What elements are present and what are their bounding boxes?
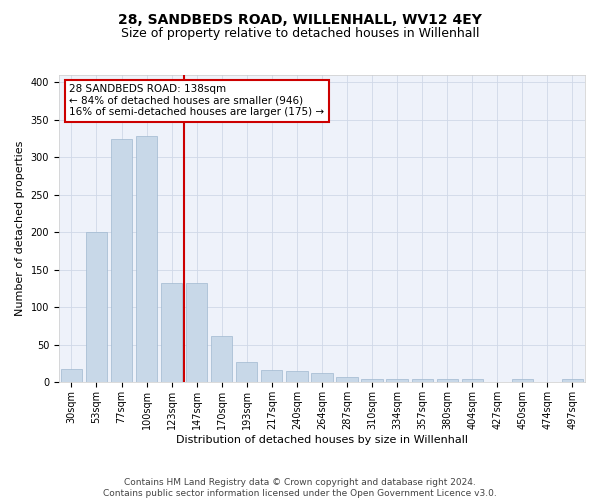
Bar (311, 374, 332, 382)
Bar (361, 378, 383, 382)
Bar (261, 370, 283, 382)
Text: 28, SANDBEDS ROAD, WILLENHALL, WV12 4EY: 28, SANDBEDS ROAD, WILLENHALL, WV12 4EY (118, 12, 482, 26)
Bar (236, 362, 257, 382)
Bar (211, 336, 232, 382)
Bar (61, 369, 82, 382)
Text: Size of property relative to detached houses in Willenhall: Size of property relative to detached ho… (121, 28, 479, 40)
Bar (136, 136, 157, 382)
Bar (337, 377, 358, 382)
Bar (512, 380, 533, 382)
Bar (386, 380, 408, 382)
Bar (286, 371, 308, 382)
Bar (111, 138, 132, 382)
Bar (186, 282, 208, 382)
Bar (461, 380, 483, 382)
Y-axis label: Number of detached properties: Number of detached properties (15, 141, 25, 316)
Text: Contains HM Land Registry data © Crown copyright and database right 2024.
Contai: Contains HM Land Registry data © Crown c… (103, 478, 497, 498)
Bar (412, 380, 433, 382)
Bar (562, 378, 583, 382)
Bar (437, 380, 458, 382)
Text: 28 SANDBEDS ROAD: 138sqm
← 84% of detached houses are smaller (946)
16% of semi-: 28 SANDBEDS ROAD: 138sqm ← 84% of detach… (70, 84, 325, 117)
X-axis label: Distribution of detached houses by size in Willenhall: Distribution of detached houses by size … (176, 435, 468, 445)
Bar (86, 232, 107, 382)
Bar (161, 282, 182, 382)
